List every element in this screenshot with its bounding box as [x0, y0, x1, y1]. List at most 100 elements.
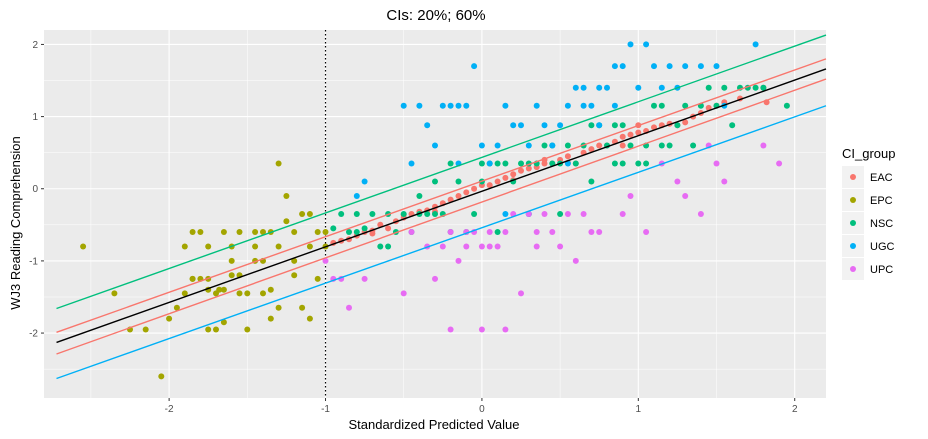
point-nsc [619, 160, 626, 167]
point-eac [588, 146, 595, 153]
point-ugc [557, 122, 564, 129]
point-nsc [541, 142, 548, 149]
point-ugc [408, 160, 415, 167]
point-upc [455, 257, 462, 264]
point-nsc [518, 160, 524, 167]
point-eac [525, 165, 532, 172]
point-upc [557, 243, 564, 250]
x-tick-label: -1 [321, 404, 330, 415]
point-nsc [721, 84, 728, 91]
point-epc [181, 243, 188, 250]
point-ugc [494, 142, 501, 149]
point-epc [314, 229, 321, 235]
point-epc [322, 229, 329, 235]
point-epc [306, 243, 313, 250]
point-ugc [486, 160, 493, 167]
point-upc [439, 243, 446, 250]
point-eac [510, 171, 517, 178]
point-nsc [400, 211, 407, 217]
y-axis-title: WJ3 Reading Comprehension [8, 136, 23, 309]
point-ugc [682, 63, 689, 70]
point-ugc [416, 102, 423, 109]
point-nsc [432, 211, 438, 217]
legend-label-ugc: UGC [870, 241, 895, 253]
point-epc [197, 229, 204, 235]
point-epc [291, 272, 298, 279]
point-nsc [385, 243, 392, 250]
point-epc [260, 290, 266, 297]
point-nsc [611, 122, 618, 129]
point-ugc [611, 102, 618, 109]
point-upc [463, 243, 470, 250]
point-ugc [432, 142, 438, 149]
point-ugc [502, 211, 509, 217]
point-ugc [580, 84, 587, 91]
point-nsc [346, 229, 352, 235]
point-nsc [658, 102, 665, 109]
point-ugc [471, 63, 478, 70]
point-epc [220, 229, 227, 235]
point-nsc [682, 102, 689, 109]
point-ugc [525, 142, 532, 149]
x-tick-label: 1 [636, 404, 642, 415]
point-nsc [424, 211, 431, 217]
point-nsc [369, 211, 376, 217]
point-nsc [494, 160, 501, 167]
legend-label-epc: EPC [870, 195, 893, 207]
point-epc [252, 243, 259, 250]
point-epc [228, 257, 235, 264]
point-upc [596, 229, 603, 235]
point-nsc [494, 229, 501, 235]
point-upc [697, 211, 704, 217]
point-nsc [666, 142, 673, 149]
point-epc [244, 290, 251, 297]
point-upc [432, 275, 438, 282]
point-ugc [572, 84, 579, 91]
point-upc [776, 160, 783, 167]
point-epc [291, 257, 298, 264]
point-ugc [353, 193, 360, 199]
point-epc [267, 315, 274, 322]
point-epc [236, 290, 243, 297]
point-ugc [611, 63, 618, 70]
point-ugc [400, 102, 407, 109]
point-epc [314, 275, 321, 282]
point-ugc [596, 122, 603, 129]
point-nsc [611, 160, 618, 167]
point-upc [494, 243, 501, 250]
point-eac [471, 185, 478, 192]
point-upc [541, 211, 548, 217]
point-ugc [518, 122, 524, 129]
point-epc [205, 326, 212, 333]
point-epc [283, 193, 290, 199]
point-nsc [643, 160, 650, 167]
point-nsc [588, 122, 595, 129]
point-nsc [705, 84, 712, 91]
point-ugc [455, 102, 462, 109]
point-nsc [635, 160, 642, 167]
point-nsc [674, 122, 681, 129]
point-ugc [502, 102, 509, 109]
point-upc [486, 243, 493, 250]
point-eac [518, 167, 524, 174]
point-epc [220, 286, 227, 293]
point-epc [166, 315, 173, 322]
point-ugc [596, 84, 603, 91]
point-nsc [338, 211, 345, 217]
legend: CI_group EAC EPC NSC UGC UPC [842, 146, 895, 280]
fit-line-upper-60 [56, 34, 827, 310]
point-ugc [588, 102, 595, 109]
legend-key-epc [850, 197, 856, 203]
point-upc [486, 229, 493, 235]
point-upc [525, 211, 532, 217]
point-upc [533, 243, 540, 250]
point-nsc [471, 211, 478, 217]
point-ugc [666, 63, 673, 70]
point-upc [408, 229, 415, 235]
point-ugc [549, 142, 556, 149]
point-ugc [697, 63, 704, 70]
y-tick-label: -1 [29, 256, 38, 267]
point-nsc [752, 84, 759, 91]
point-nsc [658, 142, 665, 149]
